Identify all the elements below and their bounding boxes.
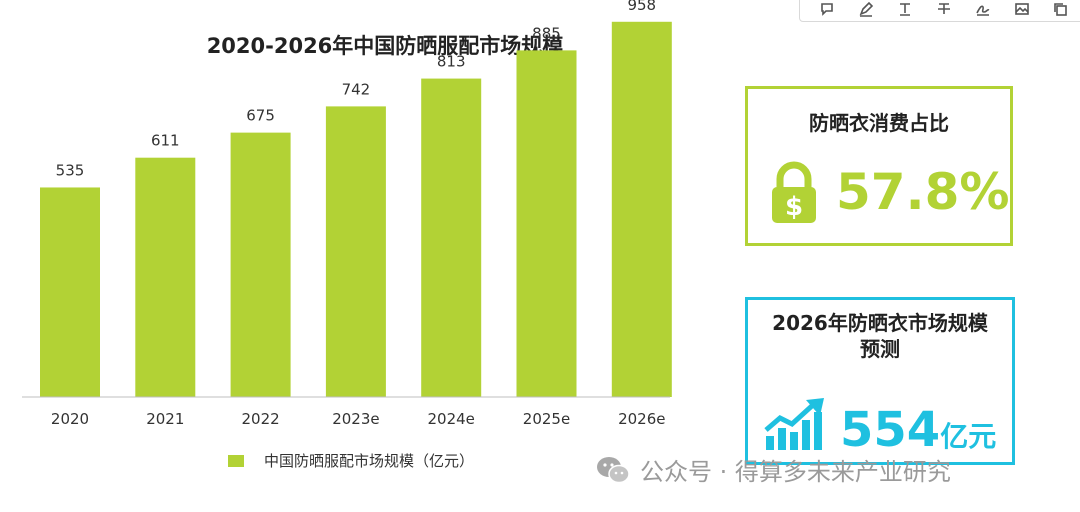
forecast-number: 554: [840, 402, 941, 458]
x-tick-2023e: 2023e: [332, 410, 379, 428]
growth-chart-icon: [764, 398, 824, 450]
x-tick-2022: 2022: [242, 410, 280, 428]
copy-icon[interactable]: [1050, 0, 1070, 19]
forecast-card: 2026年防晒衣市场规模 预测 554亿元: [745, 297, 1015, 465]
forecast-unit: 亿元: [940, 420, 997, 453]
comment-icon[interactable]: [817, 0, 837, 19]
bar-2020: [40, 187, 100, 397]
legend-swatch: [228, 454, 244, 467]
text-icon[interactable]: [895, 0, 915, 19]
forecast-title-line2: 预测: [860, 337, 900, 361]
watermark: 公众号 · 得算多未来产业研究: [596, 452, 951, 487]
watermark-text: 公众号 · 得算多未来产业研究: [640, 458, 951, 486]
lock-dollar-icon: $: [772, 161, 816, 223]
annotation-toolbar: [799, 0, 1080, 22]
strikethrough-icon[interactable]: [934, 0, 954, 19]
data-label-2020: 535: [56, 161, 85, 179]
legend-label: 中国防晒服配市场规模（亿元）: [264, 452, 475, 470]
forecast-card-value: 554亿元: [840, 406, 996, 454]
bar-chart: 535 2020 611 2021 675 2022 742 2023e 813 2024e 885…: [22, 0, 672, 428]
bar-2026e: [611, 21, 672, 398]
chart-title: 2020-2026年中国防晒服配市场规模: [206, 34, 564, 58]
share-card: 防晒衣消费占比 $ 57.8%: [745, 86, 1013, 246]
share-card-title: 防晒衣消费占比: [809, 111, 949, 135]
forecast-card-title: 2026年防晒衣市场规模 预测: [748, 310, 1012, 362]
bar-2023e: [325, 106, 386, 397]
highlight-icon[interactable]: [856, 0, 876, 19]
data-label-2022: 675: [246, 107, 275, 125]
legend: 中国防晒服配市场规模（亿元）: [228, 450, 474, 471]
data-label-2025e: 885: [532, 24, 561, 42]
share-card-value: 57.8%: [836, 163, 1010, 221]
bar-2025e: [516, 50, 577, 397]
x-tick-2020: 2020: [51, 410, 89, 428]
x-tick-2024e: 2024e: [427, 410, 474, 428]
wechat-icon: [597, 456, 630, 483]
data-label-2023e: 742: [342, 80, 371, 98]
image-icon[interactable]: [1012, 0, 1032, 19]
x-tick-2021: 2021: [146, 410, 184, 428]
bar-2021: [135, 157, 196, 397]
bar-2022: [230, 132, 291, 397]
x-tick-2026e: 2026e: [618, 410, 665, 428]
bar-2024e: [421, 78, 482, 397]
svg-text:$: $: [785, 192, 803, 222]
data-label-2024e: 813: [437, 53, 466, 71]
data-label-2026e: 958: [627, 0, 656, 14]
sign-icon[interactable]: [973, 0, 993, 19]
forecast-title-line1: 2026年防晒衣市场规模: [772, 311, 988, 335]
data-label-2021: 611: [151, 132, 180, 150]
x-tick-2025e: 2025e: [523, 410, 570, 428]
